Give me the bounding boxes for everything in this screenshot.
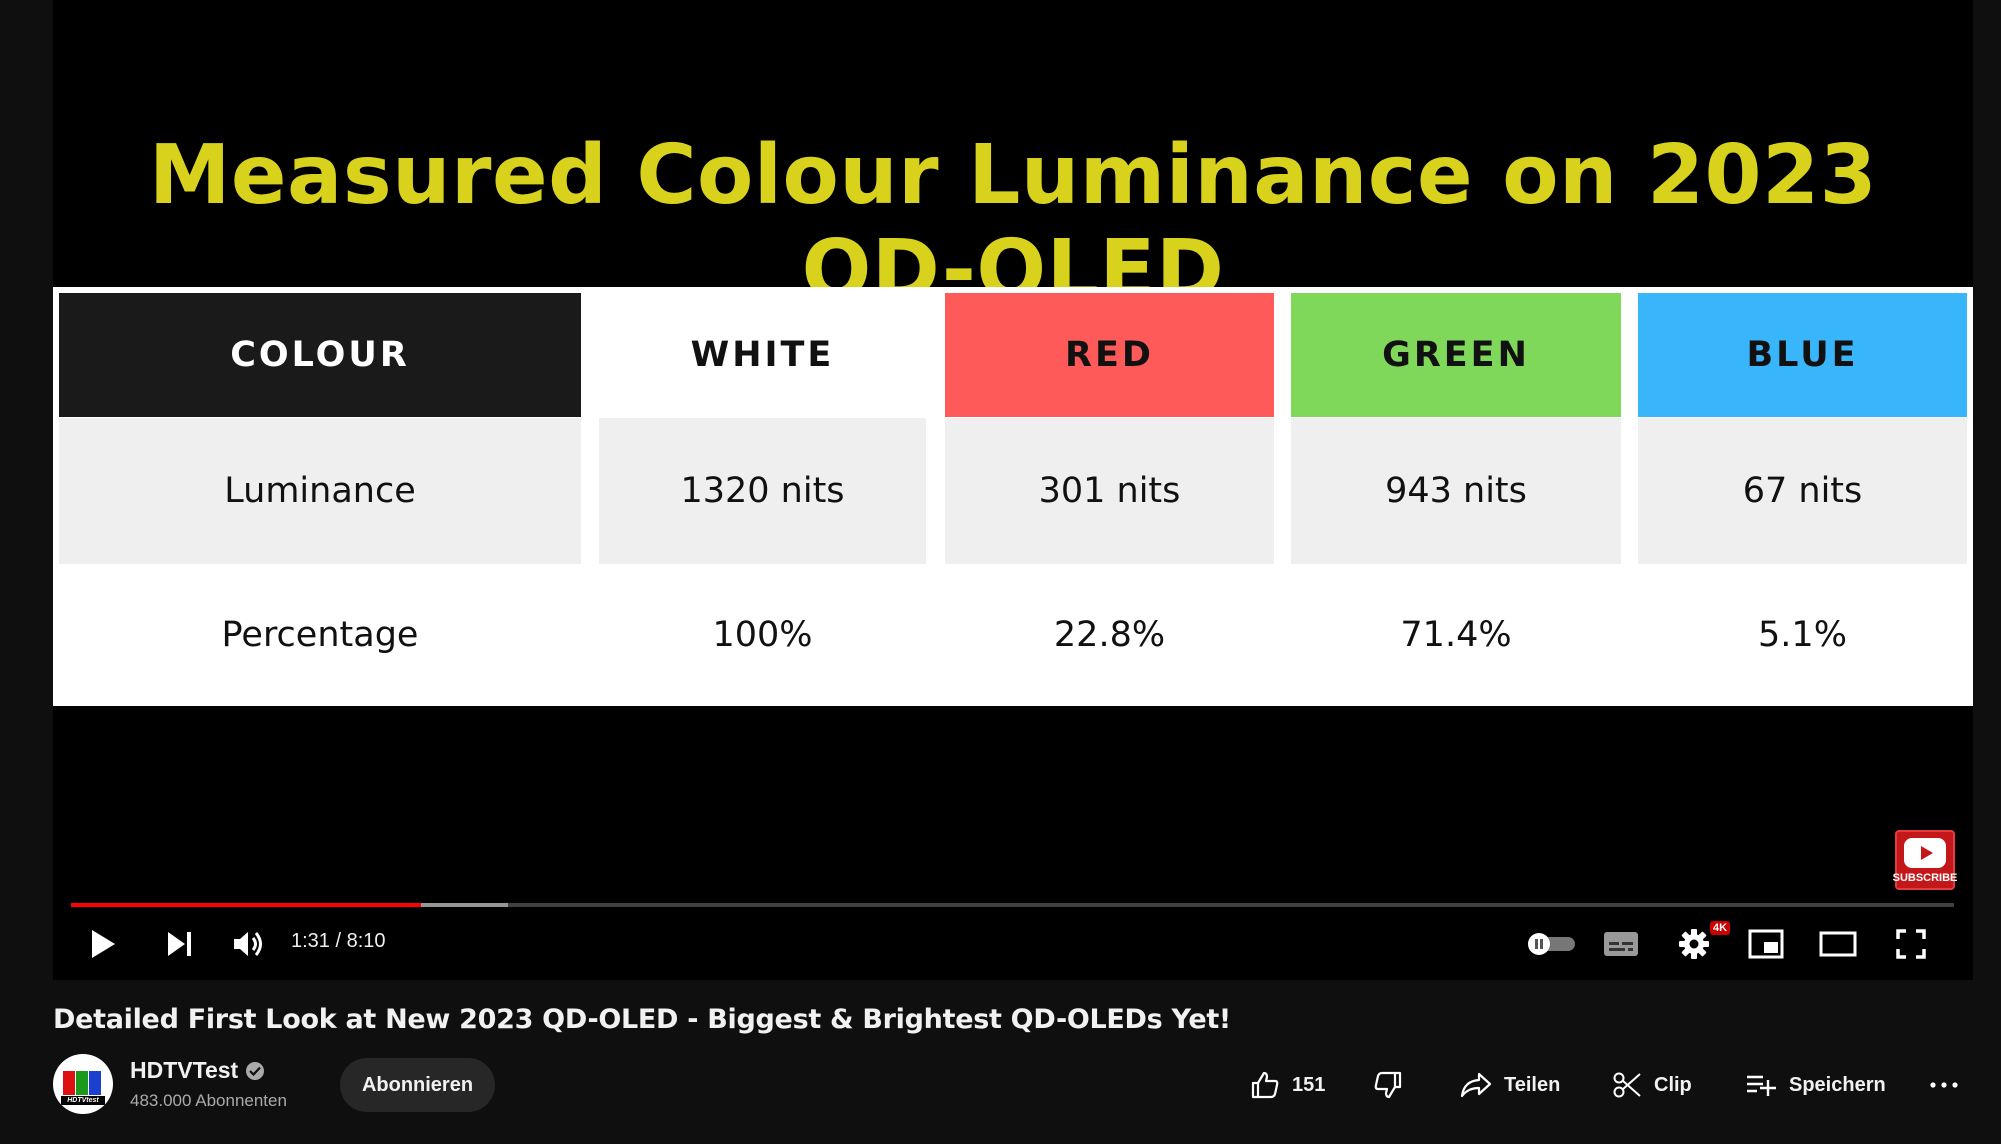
subtitles-icon — [1604, 932, 1638, 956]
more-actions-button[interactable] — [1929, 1058, 1959, 1112]
row-label-luminance: Luminance — [59, 418, 581, 564]
time-display: 1:31 / 8:10 — [291, 930, 386, 952]
header-white: WHITE — [599, 293, 926, 417]
autoplay-toggle[interactable] — [1525, 922, 1579, 966]
clip-label: Clip — [1654, 1073, 1692, 1096]
play-icon — [92, 930, 115, 958]
luminance-red: 301 nits — [945, 418, 1274, 564]
skip-next-icon — [168, 932, 191, 956]
channel-name: HDTVTest — [130, 1057, 239, 1083]
luminance-table: COLOUR WHITE RED GREEN BLUE Luminance 13… — [53, 287, 1973, 706]
autoplay-toggle-icon — [1528, 933, 1575, 955]
header-colour: COLOUR — [59, 293, 581, 417]
miniplayer-icon — [1748, 929, 1784, 959]
volume-button[interactable] — [227, 922, 271, 966]
slide-title: Measured Colour Luminance on 2023 QD-OLE… — [148, 128, 1878, 318]
percentage-blue: 5.1% — [1758, 615, 1847, 655]
share-label: Teilen — [1504, 1073, 1561, 1096]
luminance-blue: 67 nits — [1638, 418, 1967, 564]
save-label: Speichern — [1789, 1073, 1886, 1096]
video-title: Detailed First Look at New 2023 QD-OLED … — [53, 1004, 1231, 1035]
channel-avatar[interactable]: HDTVtest — [53, 1054, 113, 1114]
percentage-red: 22.8% — [1053, 615, 1166, 655]
header-red: RED — [945, 293, 1274, 417]
clip-button[interactable]: Clip — [1612, 1058, 1692, 1112]
miniplayer-button[interactable] — [1744, 922, 1788, 966]
channel-name-link[interactable]: HDTVTest — [130, 1057, 265, 1084]
luminance-green: 943 nits — [1291, 418, 1621, 564]
youtube-play-icon — [1904, 838, 1946, 868]
save-button[interactable]: Speichern — [1745, 1058, 1886, 1112]
gear-icon — [1679, 929, 1709, 959]
subscribe-watermark[interactable]: SUBSCRIBE — [1892, 830, 1958, 890]
avatar-logo-text: HDTVtest — [61, 1096, 105, 1105]
like-button[interactable]: 151 — [1250, 1058, 1325, 1112]
subscribe-button[interactable]: Abonnieren — [340, 1058, 495, 1112]
percentage-white: 100% — [712, 615, 813, 655]
like-count: 151 — [1292, 1073, 1326, 1096]
share-button[interactable]: Teilen — [1460, 1058, 1560, 1112]
played-range — [71, 903, 421, 907]
share-icon — [1460, 1072, 1492, 1098]
dislike-button[interactable] — [1373, 1058, 1403, 1112]
fullscreen-icon — [1896, 929, 1926, 959]
volume-icon — [234, 932, 262, 956]
theater-mode-button[interactable] — [1816, 922, 1860, 966]
subscriber-count: 483.000 Abonnenten — [130, 1091, 287, 1110]
watermark-label: SUBSCRIBE — [1892, 872, 1958, 884]
progress-bar[interactable] — [71, 903, 1954, 907]
luminance-white: 1320 nits — [599, 418, 926, 564]
next-button[interactable] — [158, 922, 202, 966]
theater-mode-icon — [1819, 931, 1857, 957]
scissors-icon — [1613, 1072, 1641, 1098]
fullscreen-button[interactable] — [1889, 922, 1933, 966]
subtitles-button[interactable] — [1599, 922, 1643, 966]
thumbs-up-icon — [1251, 1071, 1279, 1099]
thumbs-down-icon — [1374, 1071, 1402, 1099]
playlist-add-icon — [1747, 1075, 1776, 1096]
percentage-green: 71.4% — [1400, 615, 1512, 655]
quality-badge: 4K — [1710, 921, 1731, 935]
verified-icon — [246, 1061, 265, 1080]
row-label-percentage: Percentage — [221, 615, 419, 655]
header-green: GREEN — [1291, 293, 1621, 417]
play-button[interactable] — [81, 922, 125, 966]
video-player[interactable]: Measured Colour Luminance on 2023 QD-OLE… — [53, 0, 1973, 980]
more-horizontal-icon — [1930, 1082, 1958, 1088]
header-blue: BLUE — [1638, 293, 1967, 417]
settings-button[interactable] — [1672, 922, 1716, 966]
hdtvtest-logo: HDTVtest — [61, 1065, 105, 1105]
